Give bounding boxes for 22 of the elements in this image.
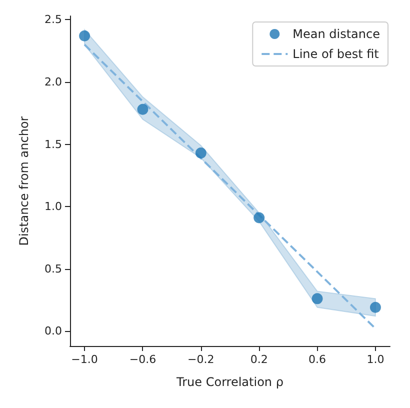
- point: [195, 147, 206, 158]
- point: [312, 293, 323, 304]
- x-tick-label: 0.2: [250, 353, 268, 366]
- y-axis-title: Distance from anchor: [17, 116, 31, 246]
- y-tick-label: 1.0: [44, 200, 62, 214]
- x-tick-label: 0.6: [308, 353, 326, 366]
- x-tick-label: −0.2: [188, 353, 214, 366]
- legend-label: Line of best fit: [292, 47, 380, 61]
- legend-label: Mean distance: [292, 27, 380, 41]
- y-tick-label: 2.5: [44, 13, 62, 26]
- point: [370, 302, 381, 313]
- point: [137, 104, 148, 115]
- x-axis-title: True Correlation ρ: [176, 375, 284, 389]
- y-tick-label: 0.5: [44, 262, 62, 276]
- y-tick-label: 2.0: [44, 76, 62, 88]
- x-tick-label: 1.0: [366, 353, 384, 366]
- x-tick-label: −1.0: [71, 353, 98, 366]
- point: [254, 212, 265, 224]
- x-tick-label: −0.6: [129, 353, 156, 366]
- y-tick-label: 0.0: [44, 324, 62, 338]
- point: [79, 30, 90, 42]
- y-tick-label: 1.5: [44, 138, 62, 151]
